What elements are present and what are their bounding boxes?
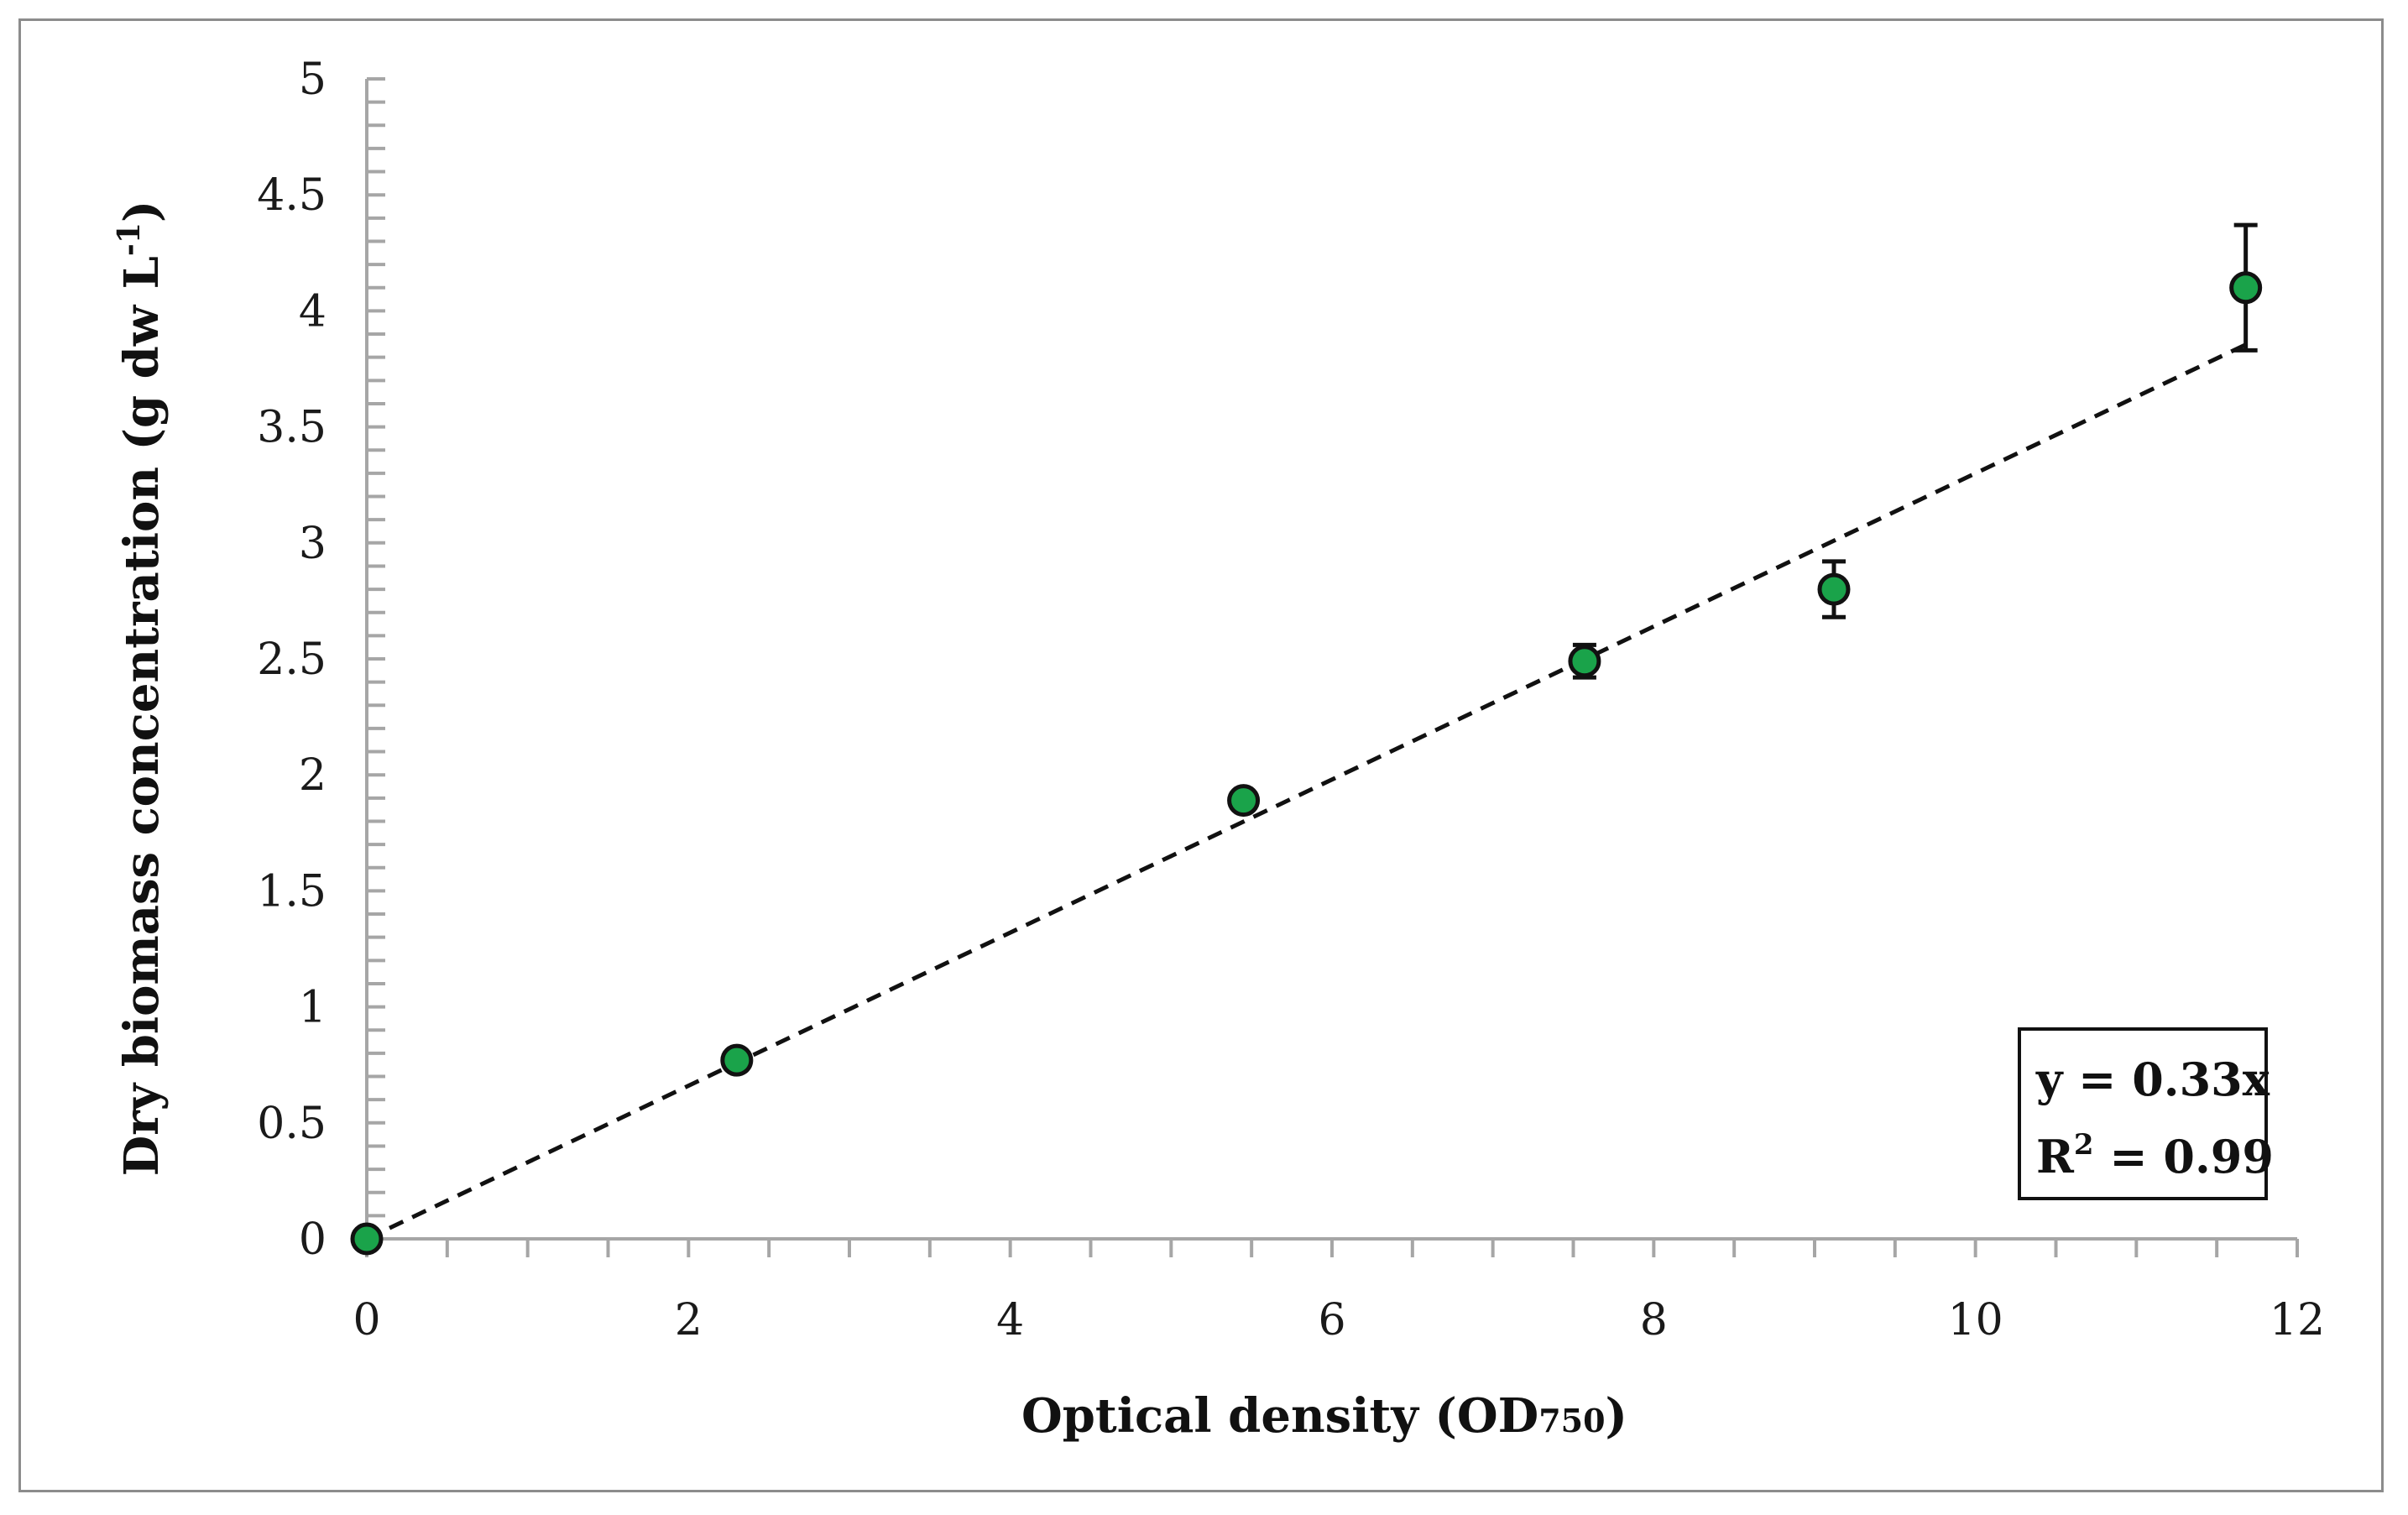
y-tick-label: 1 — [299, 983, 326, 1033]
y-tick-label: 5 — [299, 55, 326, 105]
y-tick-label: 0 — [299, 1215, 326, 1265]
error-bars — [724, 222, 2258, 1068]
y-tick-label: 4 — [299, 286, 326, 337]
x-tick-label: 8 — [1640, 1295, 1668, 1345]
axes — [365, 79, 2297, 1241]
trendline-group — [365, 342, 2247, 1241]
equation-box: y = 0.33x R2 = 0.99 — [2018, 1027, 2274, 1200]
y-tick-label: 1.5 — [257, 866, 326, 917]
x-tick-label: 10 — [1948, 1295, 2003, 1345]
y-tick-label: 0.5 — [257, 1099, 326, 1149]
y-tick-label: 4.5 — [257, 170, 326, 221]
data-point — [1227, 784, 1261, 818]
x-axis-title: Optical density (OD750) — [1021, 1388, 1627, 1444]
chart-frame — [18, 18, 2384, 1492]
trendline — [365, 342, 2247, 1241]
y-tick-label: 3.5 — [257, 403, 326, 453]
equation-text: y = 0.33x — [2035, 1053, 2270, 1106]
y-tick-label: 2.5 — [257, 635, 326, 685]
y-tick-label: 3 — [299, 519, 326, 569]
equation-box-border — [2018, 1027, 2268, 1200]
x-tick-label: 2 — [675, 1295, 703, 1345]
x-tick-label: 6 — [1318, 1295, 1345, 1345]
x-tick-label: 4 — [996, 1295, 1024, 1345]
data-point — [350, 1222, 384, 1256]
data-point — [1817, 572, 1851, 606]
data-point — [2229, 271, 2263, 305]
y-axis-title: Dry biomass concentration (g dw L-1) — [112, 201, 170, 1177]
x-tick-label: 0 — [353, 1295, 380, 1345]
ticks — [365, 77, 2299, 1257]
data-points — [350, 271, 2263, 1256]
y-tick-label: 2 — [299, 750, 326, 801]
data-point — [720, 1043, 754, 1077]
data-point — [1568, 645, 1601, 678]
r-squared-text: R2 = 0.99 — [2036, 1128, 2274, 1183]
tick-labels: 0 2 4 6 8 10 12 0 0.5 1 1.5 2 2.5 3 3.5 4 4.5 5 — [257, 55, 2325, 1345]
x-tick-label: 12 — [2270, 1295, 2325, 1345]
